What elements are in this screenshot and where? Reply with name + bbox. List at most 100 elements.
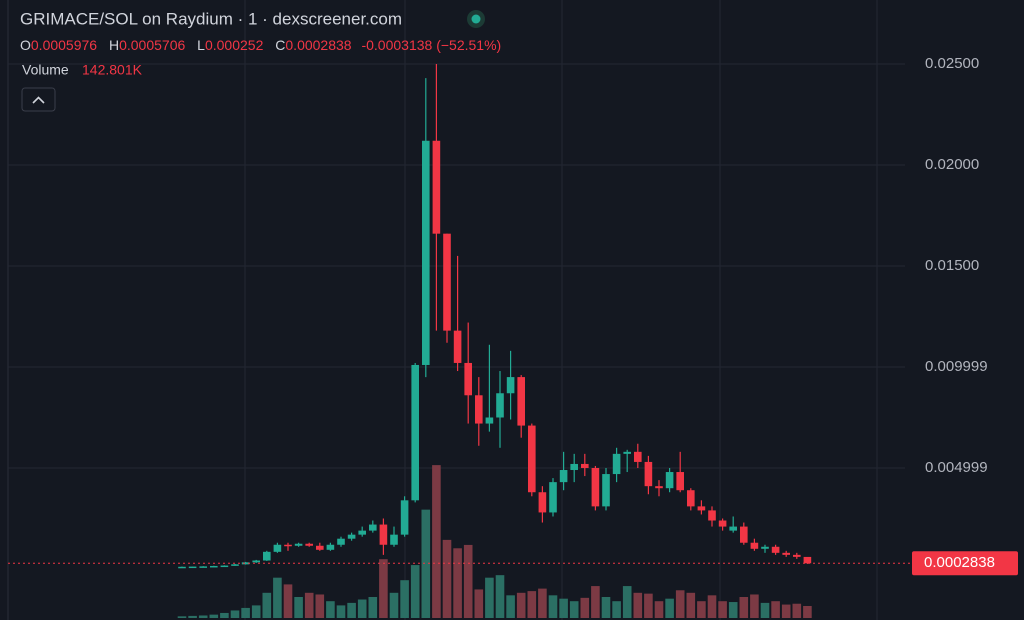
volume-bar (251, 605, 261, 618)
ohlc-value: 0.0002838 (285, 37, 351, 53)
candle-body (697, 506, 706, 511)
candle-body (740, 526, 748, 543)
volume-bar (718, 601, 727, 618)
volume-bar (421, 509, 431, 618)
volume-bar (347, 602, 356, 618)
y-tick-label: 0.02500 (925, 55, 979, 72)
candle-body (687, 490, 695, 507)
volume-bar (569, 601, 579, 618)
volume-bar (527, 591, 537, 618)
y-tick-label: 0.004999 (925, 459, 988, 476)
volume-bar (771, 601, 780, 618)
candle-body (178, 566, 186, 569)
volume-bar (485, 577, 494, 618)
candle-body (750, 542, 759, 549)
candle-body (294, 543, 303, 546)
candle-body (665, 472, 674, 489)
volume-bar (707, 595, 717, 618)
volume-bar (283, 584, 293, 618)
volume-bar (675, 590, 685, 618)
ohlc-value: 0.000252 (205, 37, 264, 53)
candle-body (591, 467, 600, 507)
candle-body (369, 524, 377, 531)
candle-body (634, 451, 642, 462)
volume-bar (538, 588, 547, 618)
candle-body (570, 463, 578, 471)
volume-bar (612, 601, 621, 618)
last-price-box (912, 551, 1018, 576)
candle-body (612, 453, 621, 475)
candle-body (337, 538, 345, 545)
candle-body (623, 451, 631, 454)
volume-bar (750, 594, 759, 618)
candle-body (199, 566, 207, 568)
candle-body (644, 461, 653, 487)
candle-body (252, 560, 260, 563)
candle-body (210, 565, 218, 568)
candle-body (718, 520, 727, 527)
candle-body (506, 377, 515, 394)
candle-body (761, 546, 769, 549)
candle-body (326, 544, 335, 550)
candle-body (305, 543, 313, 546)
candle-body (411, 364, 419, 501)
collapse-button[interactable] (21, 87, 56, 112)
volume-bar (739, 597, 749, 618)
candle-body (464, 362, 472, 396)
volume-bar (622, 586, 632, 618)
ohlc-value: 0.0005706 (119, 37, 185, 53)
candle-body (400, 500, 409, 535)
volume-bar (379, 559, 388, 618)
volume-bar (781, 604, 791, 618)
volume-bar (644, 593, 653, 618)
volume-bar (559, 598, 568, 618)
candle-body (358, 530, 366, 535)
volume-bar (506, 595, 515, 618)
volume-bar (442, 539, 452, 618)
candle-body (538, 492, 547, 513)
volume-bar (304, 592, 314, 618)
volume-bar (803, 606, 812, 618)
candle-body (655, 486, 663, 489)
candle-body (559, 470, 568, 483)
volume-bar (516, 592, 526, 618)
candle-body (241, 562, 250, 565)
candle-body (443, 233, 451, 331)
volume-bar (633, 592, 643, 618)
button-frame[interactable] (21, 87, 56, 112)
volume-bar (209, 614, 219, 618)
volume-bar (463, 544, 473, 618)
candle-body (231, 564, 239, 566)
volume-bar (686, 592, 696, 618)
candle-body (379, 524, 388, 545)
status-dot (471, 14, 481, 24)
candle-body (220, 565, 229, 568)
candle-body (782, 552, 790, 555)
candle-body (263, 551, 271, 561)
change-percent: (−52.51%) (436, 37, 501, 53)
candle-body (485, 417, 494, 424)
volume-bar (177, 616, 187, 618)
candle-body (475, 395, 483, 424)
volume-bar (400, 580, 409, 618)
candle-body (496, 393, 504, 418)
volume-bar (580, 597, 590, 618)
candle-body (453, 330, 462, 363)
volume-bar (474, 589, 484, 618)
volume-bar (273, 577, 282, 618)
candle-body (676, 472, 684, 491)
y-tick-label: 0.02000 (925, 156, 979, 173)
volume-bar (697, 601, 706, 618)
caret-icon[interactable] (32, 96, 45, 104)
candle-body (188, 566, 197, 569)
volume-bar (548, 595, 558, 618)
volume-bar (357, 599, 367, 618)
volume-bar (220, 612, 229, 618)
chart-title: GRIMACE/SOL on Raydium · 1 · dexscreener… (20, 9, 402, 28)
change-value: -0.0003138 (361, 37, 432, 53)
volume-bar (760, 602, 770, 618)
volume-bar (315, 594, 325, 618)
